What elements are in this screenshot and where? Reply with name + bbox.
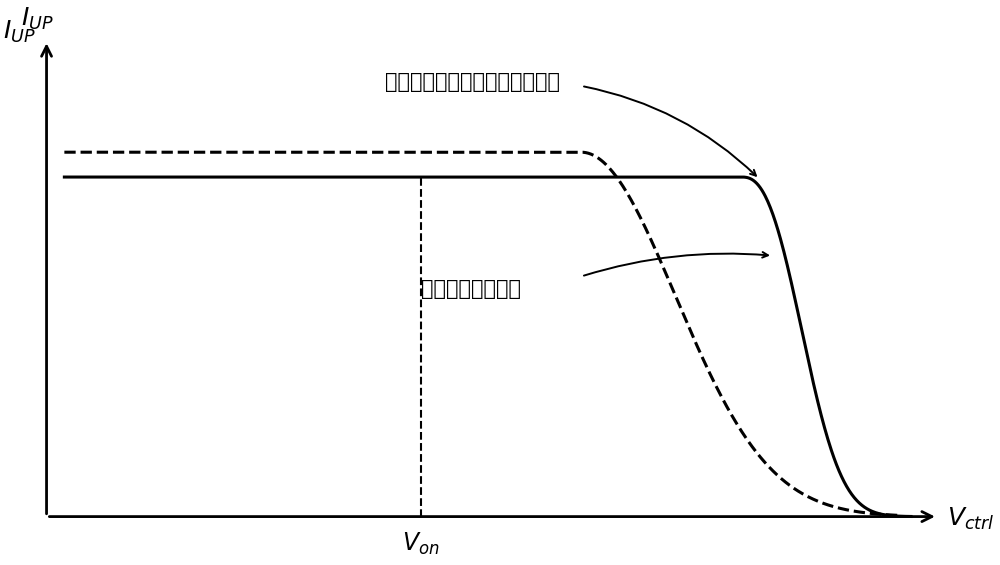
Text: $I_{UP}$: $I_{UP}$ [21,6,54,32]
Text: 传统的电荷泵电路: 传统的电荷泵电路 [421,279,521,299]
Text: $V_{ctrl}$: $V_{ctrl}$ [947,506,994,532]
Text: 本发明的低失配率的电荷泵电路: 本发明的低失配率的电荷泵电路 [385,72,560,92]
Text: $V_{on}$: $V_{on}$ [402,531,440,557]
Text: $I_{UP}$: $I_{UP}$ [3,18,36,45]
